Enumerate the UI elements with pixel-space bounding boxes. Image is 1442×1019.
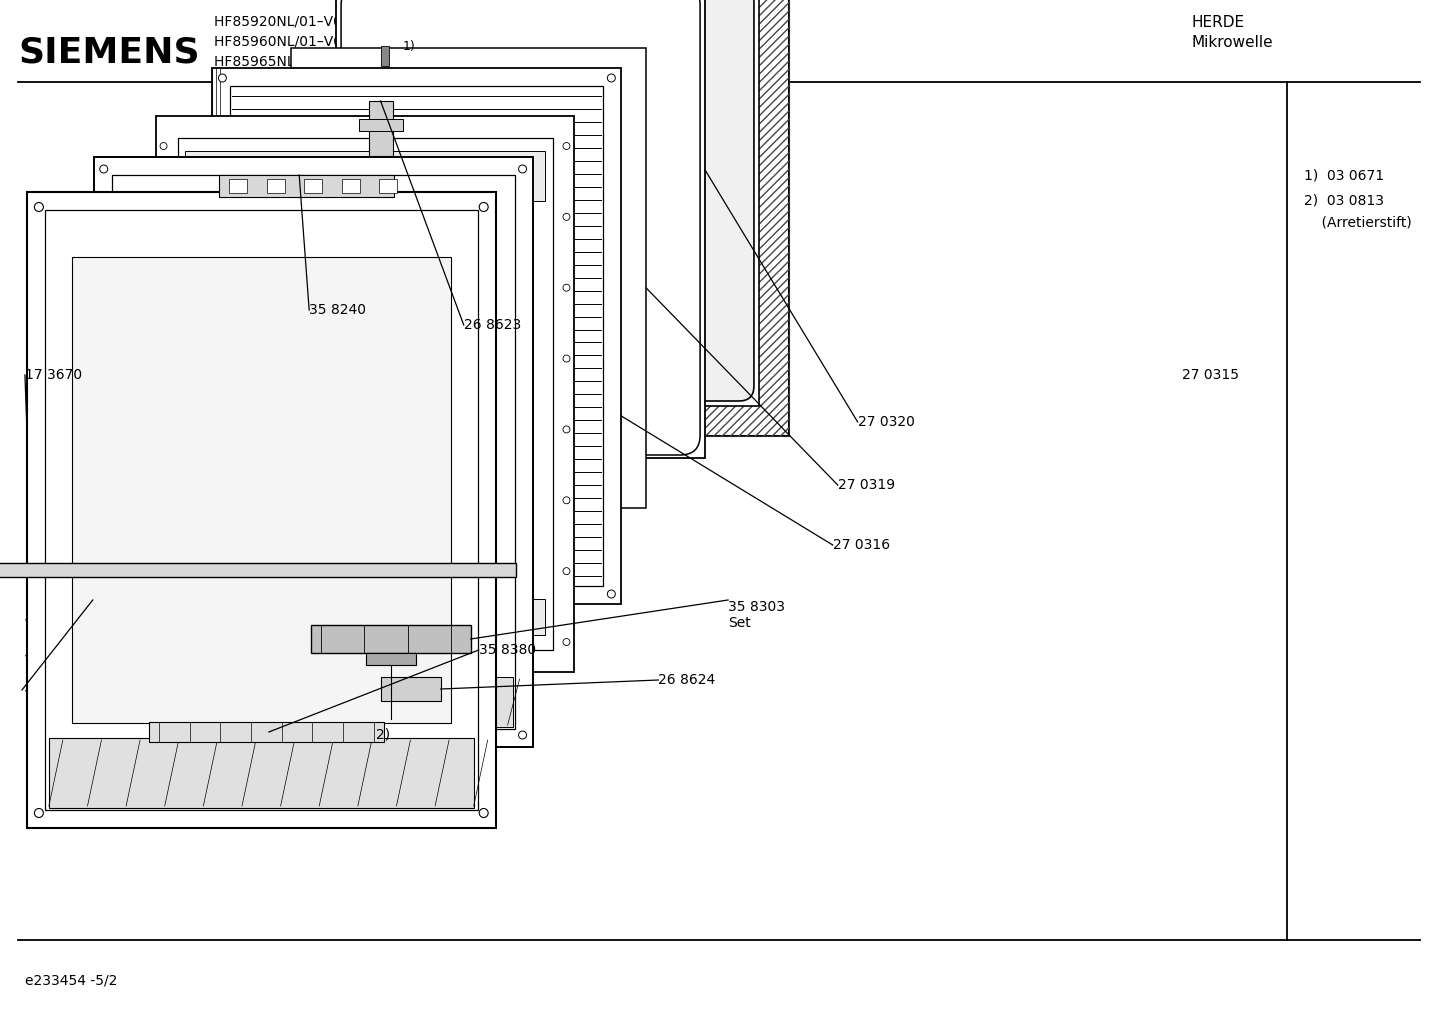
Polygon shape <box>356 0 789 436</box>
Circle shape <box>479 808 489 817</box>
Circle shape <box>519 731 526 739</box>
Text: 27 0319: 27 0319 <box>838 478 895 492</box>
Text: HF85920NL/01–V01, weiß: HF85920NL/01–V01, weiß <box>215 15 392 29</box>
Polygon shape <box>114 677 512 727</box>
Polygon shape <box>45 210 477 810</box>
Polygon shape <box>369 101 392 156</box>
Circle shape <box>562 426 570 433</box>
Polygon shape <box>381 677 441 701</box>
Text: 17 3670: 17 3670 <box>25 368 82 382</box>
Text: HERDE: HERDE <box>1191 14 1244 30</box>
Circle shape <box>99 165 108 173</box>
Circle shape <box>160 213 167 220</box>
Circle shape <box>562 639 570 645</box>
Polygon shape <box>267 179 284 193</box>
Polygon shape <box>0 564 516 577</box>
Polygon shape <box>291 48 646 508</box>
Polygon shape <box>72 257 451 723</box>
Polygon shape <box>156 116 574 672</box>
Polygon shape <box>186 151 545 201</box>
Circle shape <box>35 203 43 212</box>
Circle shape <box>562 355 570 362</box>
Circle shape <box>160 568 167 575</box>
Text: 27 0315: 27 0315 <box>1182 368 1239 382</box>
Text: Mikrowelle: Mikrowelle <box>1191 35 1273 50</box>
Text: HF85965NL/01–V03, schwarz/edelst.: HF85965NL/01–V03, schwarz/edelst. <box>215 55 467 69</box>
Polygon shape <box>311 625 470 653</box>
Circle shape <box>160 284 167 291</box>
Text: HF85965NL/02–V06, schwarz/edelst.: HF85965NL/02–V06, schwarz/edelst. <box>489 55 743 69</box>
Circle shape <box>607 590 616 598</box>
Polygon shape <box>134 207 493 637</box>
Text: 35 8303
Set: 35 8303 Set <box>728 600 784 630</box>
Text: 1): 1) <box>402 40 415 53</box>
Polygon shape <box>177 138 552 650</box>
Polygon shape <box>336 0 705 458</box>
Circle shape <box>562 143 570 150</box>
Circle shape <box>562 568 570 575</box>
Polygon shape <box>186 599 545 635</box>
Circle shape <box>218 590 226 598</box>
Circle shape <box>35 808 43 817</box>
Text: HF85920NL/02–V04, weiß: HF85920NL/02–V04, weiß <box>489 15 666 29</box>
Polygon shape <box>229 179 248 193</box>
Text: 2)  03 0813: 2) 03 0813 <box>1305 193 1384 207</box>
Text: HF85960NL/02–V05, schwarz: HF85960NL/02–V05, schwarz <box>489 35 691 49</box>
Polygon shape <box>27 192 496 828</box>
Circle shape <box>160 426 167 433</box>
Text: e233454 -5/2: e233454 -5/2 <box>25 973 117 987</box>
Circle shape <box>562 284 570 291</box>
Text: 26 8624: 26 8624 <box>658 673 715 687</box>
Circle shape <box>519 165 526 173</box>
Circle shape <box>218 74 226 82</box>
Circle shape <box>160 355 167 362</box>
Polygon shape <box>359 119 402 131</box>
Polygon shape <box>94 157 532 747</box>
Polygon shape <box>231 86 603 586</box>
Text: 27 0316: 27 0316 <box>832 538 890 552</box>
Polygon shape <box>366 653 415 665</box>
Polygon shape <box>49 738 474 808</box>
Polygon shape <box>212 68 622 604</box>
Text: 35 9250
V01,V04
35 9318
V02,V03
V05,V06: 35 9250 V01,V04 35 9318 V02,V03 V05,V06 <box>329 730 388 815</box>
Text: 2): 2) <box>376 727 391 741</box>
Text: 35 8240: 35 8240 <box>309 303 366 317</box>
Polygon shape <box>405 0 738 386</box>
Polygon shape <box>149 722 384 742</box>
Circle shape <box>562 213 570 220</box>
Circle shape <box>562 497 570 503</box>
Text: 35 8380: 35 8380 <box>479 643 536 657</box>
Text: SIEMENS: SIEMENS <box>17 35 199 69</box>
Polygon shape <box>342 179 359 193</box>
Polygon shape <box>304 179 322 193</box>
Text: 26 8623: 26 8623 <box>464 318 521 332</box>
Circle shape <box>99 731 108 739</box>
Circle shape <box>607 74 616 82</box>
Text: 27 0320: 27 0320 <box>858 415 914 429</box>
Polygon shape <box>219 175 394 197</box>
Circle shape <box>479 203 489 212</box>
FancyBboxPatch shape <box>391 0 754 401</box>
Text: 1)  03 0671: 1) 03 0671 <box>1305 168 1384 182</box>
Polygon shape <box>111 175 515 729</box>
Polygon shape <box>386 0 758 406</box>
Text: HF85960NL/01–V02, schwarz: HF85960NL/01–V02, schwarz <box>215 35 417 49</box>
Text: (Arretierstift): (Arretierstift) <box>1305 215 1412 229</box>
Text: 35 9268
V01,V04
35 9304
V02,V05
35 9305
V03,V06: 35 9268 V01,V04 35 9304 V02,V05 35 9305 … <box>25 600 84 703</box>
Circle shape <box>160 497 167 503</box>
Polygon shape <box>379 179 397 193</box>
Polygon shape <box>381 46 389 66</box>
Circle shape <box>160 639 167 645</box>
Circle shape <box>160 143 167 150</box>
FancyBboxPatch shape <box>342 0 701 455</box>
